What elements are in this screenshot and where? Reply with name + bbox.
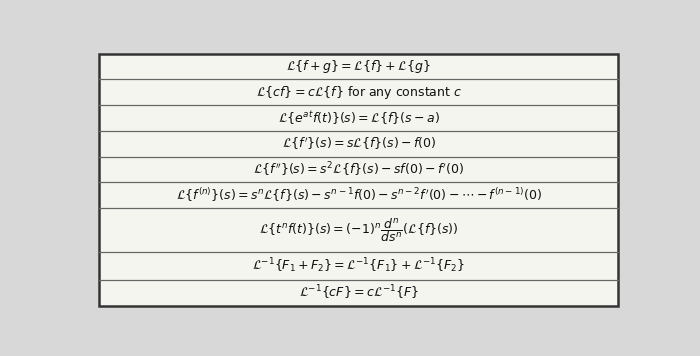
Text: $\mathcal{L}\{t^n f(t)\}(s) = (-1)^n \dfrac{d^n}{ds^n}(\mathcal{L}\{f\}(s))$: $\mathcal{L}\{t^n f(t)\}(s) = (-1)^n \df… — [259, 216, 458, 244]
Text: $\mathcal{L}\{e^{at}f(t)\}(s) = \mathcal{L}\{f\}(s-a)$: $\mathcal{L}\{e^{at}f(t)\}(s) = \mathcal… — [278, 109, 440, 127]
Text: $\mathcal{L}\{cf\} = c\mathcal{L}\{f\}$ for any constant $c$: $\mathcal{L}\{cf\} = c\mathcal{L}\{f\}$ … — [256, 84, 462, 101]
Text: $\mathcal{L}\{f''\}(s) = s^2\mathcal{L}\{f\}(s) - sf(0) - f'(0)$: $\mathcal{L}\{f''\}(s) = s^2\mathcal{L}\… — [253, 160, 464, 179]
Text: $\mathcal{L}\{f'\}(s) = s\mathcal{L}\{f\}(s) - f(0)$: $\mathcal{L}\{f'\}(s) = s\mathcal{L}\{f\… — [281, 136, 436, 152]
Text: $\mathcal{L}\{f + g\} = \mathcal{L}\{f\} + \mathcal{L}\{g\}$: $\mathcal{L}\{f + g\} = \mathcal{L}\{f\}… — [286, 58, 431, 75]
Text: $\mathcal{L}^{-1}\{cF\} = c\mathcal{L}^{-1}\{F\}$: $\mathcal{L}^{-1}\{cF\} = c\mathcal{L}^{… — [299, 284, 419, 302]
Text: $\mathcal{L}\{f^{(n)}\}(s) = s^n\mathcal{L}\{f\}(s) - s^{n-1}f(0) - s^{n-2}f'(0): $\mathcal{L}\{f^{(n)}\}(s) = s^n\mathcal… — [176, 186, 542, 204]
Text: $\mathcal{L}^{-1}\{F_1 + F_2\} = \mathcal{L}^{-1}\{F_1\} + \mathcal{L}^{-1}\{F_2: $\mathcal{L}^{-1}\{F_1 + F_2\} = \mathca… — [253, 257, 465, 275]
